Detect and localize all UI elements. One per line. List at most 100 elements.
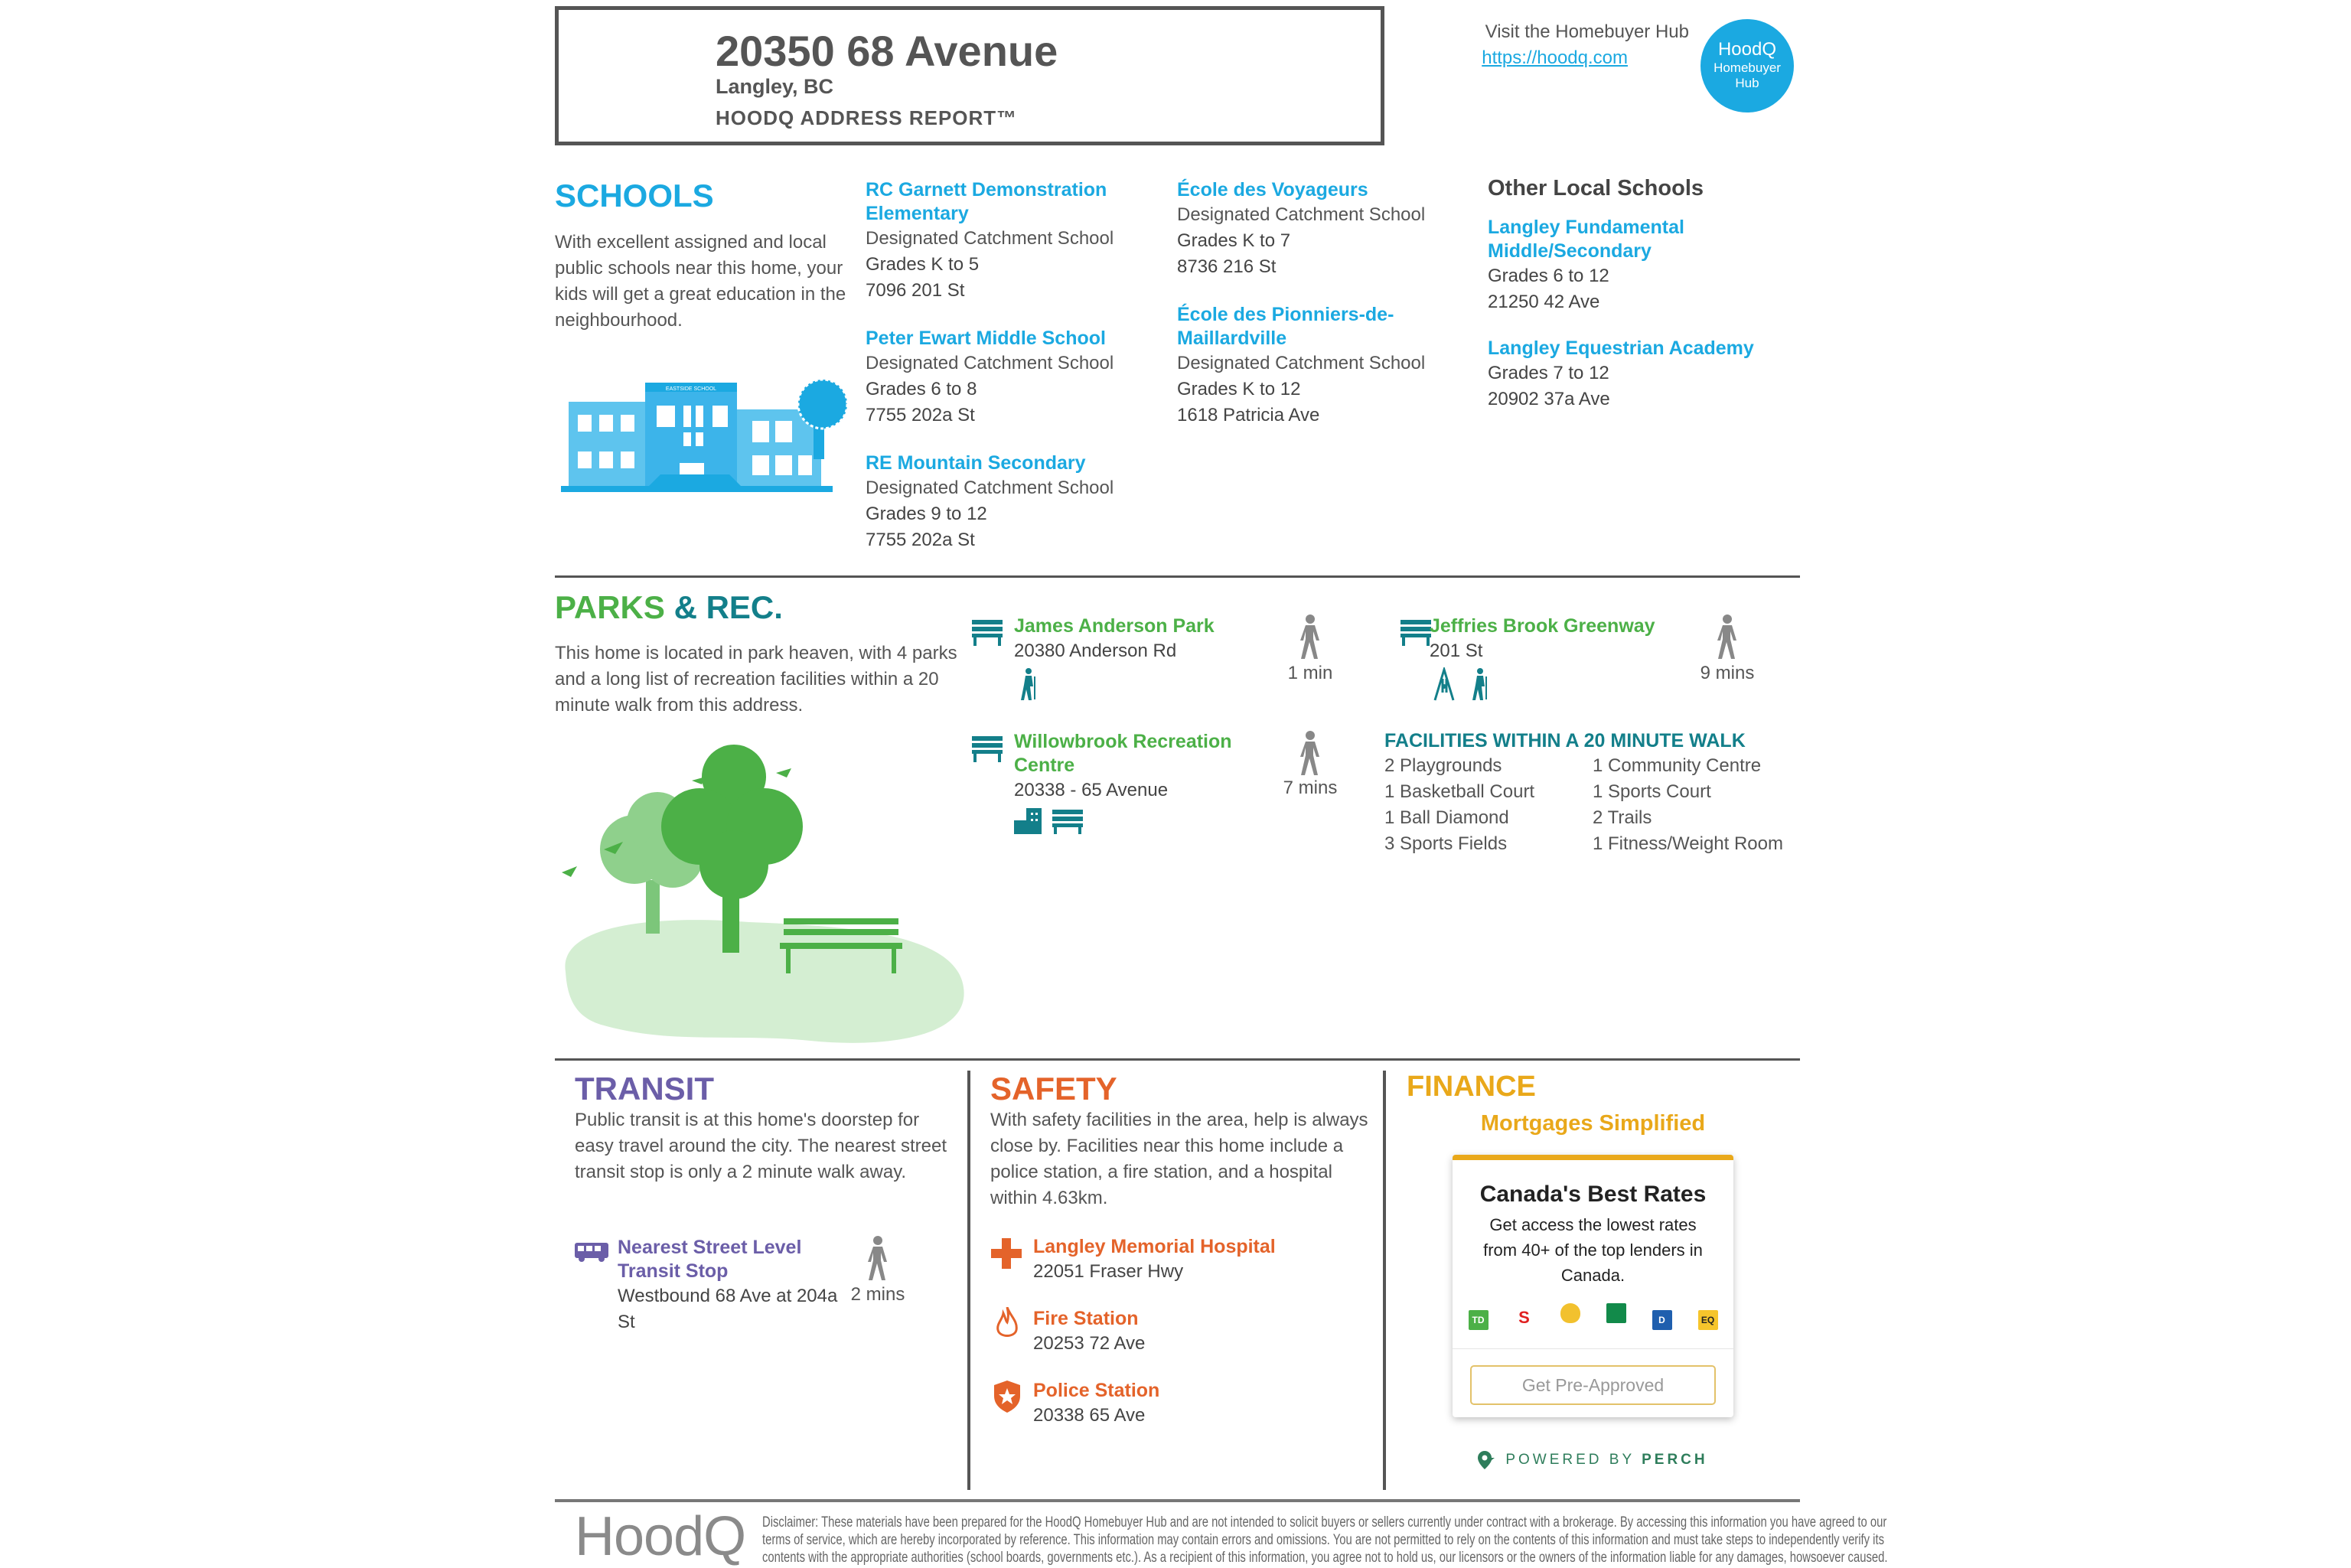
park-james-anderson[interactable]: James Anderson Park 20380 Anderson Rd [1014,614,1267,664]
column-divider [1383,1071,1386,1490]
footer-divider [555,1499,1800,1502]
park-address: 201 St [1430,641,1483,661]
school-rc-garnett[interactable]: RC Garnett Demonstration Elementary Desi… [866,178,1172,304]
eq-logo-icon: EQ [1697,1310,1718,1330]
swing-icon [1433,667,1455,701]
transit-stop-name[interactable]: Nearest Street Level Transit Stop [618,1237,802,1282]
hub-line: Homebuyer [1714,60,1781,75]
facility: 2 Trails [1593,807,1652,828]
parks-heading-a: PARKS [555,589,665,625]
walk-time: 7 mins [1283,777,1338,798]
facilities-col-1: 2 Playgrounds 1 Basketball Court 1 Ball … [1384,753,1534,857]
school-address: 21250 42 Ave [1488,292,1600,312]
school-name[interactable]: Langley Equestrian Academy [1488,337,1754,359]
school-grades: Grades K to 7 [1177,230,1291,251]
hiking-icon [1021,668,1035,700]
bench-icon [972,620,1003,646]
powered-by-label: POWERED BY [1505,1452,1635,1469]
card-divider [1453,1348,1733,1349]
school-grades: Grades 7 to 12 [1488,363,1609,383]
school-langley-fundamental[interactable]: Langley Fundamental Middle/Secondary Gra… [1488,216,1740,315]
facility: 1 Ball Diamond [1384,807,1509,828]
school-grades: Grades K to 5 [866,254,980,275]
disclaimer-line: Disclaimer: These materials have been pr… [762,1514,1887,1531]
safety-address: 20338 65 Ave [1033,1405,1146,1426]
hoodq-link[interactable]: https://hoodq.com [1482,47,1628,68]
transit-intro: Public transit is at this home's doorste… [575,1110,947,1182]
school-type: Designated Catchment School [866,228,1114,249]
school-peter-ewart[interactable]: Peter Ewart Middle School Designated Cat… [866,327,1172,429]
school-type: Designated Catchment School [1177,353,1426,373]
walking-icon [1300,731,1319,775]
disclaimer-line: terms of service, which are hereby incor… [762,1532,1885,1548]
powered-by-perch: POWERED BY PERCH [1453,1451,1733,1469]
school-name[interactable]: RE Mountain Secondary [866,452,1086,474]
transit-stop[interactable]: Nearest Street Level Transit Stop Westbo… [618,1236,840,1335]
school-address: 8736 216 St [1177,256,1277,277]
report-label: HOODQ ADDRESS REPORT™ [716,106,1018,129]
walking-icon [1717,614,1736,659]
facility: 1 Community Centre [1593,755,1762,776]
parks-intro: This home is located in park heaven, wit… [555,643,957,716]
school-ecole-voyageurs[interactable]: École des Voyageurs Designated Catchment… [1177,178,1483,280]
school-type: Designated Catchment School [1177,204,1426,225]
hexagon-logo-icon [1606,1303,1626,1323]
school-name[interactable]: École des Pionniers-de-Maillardville [1177,304,1394,349]
park-jeffries-brook[interactable]: Jeffries Brook Greenway 201 St [1430,614,1751,664]
finance-heading: FINANCE [1407,1071,1536,1103]
school-grades: Grades 6 to 8 [866,379,977,399]
homebuyer-hub-badge[interactable]: HoodQ Homebuyer Hub [1700,19,1794,112]
disclaimer: Disclaimer: These materials have been pr… [762,1514,1888,1566]
mortgage-card: Canada's Best Rates Get access the lowes… [1453,1155,1733,1417]
safety-hospital[interactable]: Langley Memorial Hospital 22051 Fraser H… [1033,1235,1276,1285]
safety-intro: With safety facilities in the area, help… [990,1110,1368,1208]
finance-subtitle: Mortgages Simplified [1480,1111,1706,1136]
facility: 2 Playgrounds [1384,755,1502,776]
parks-heading-b: & REC. [673,589,783,625]
safety-police[interactable]: Police Station 20338 65 Ave [1033,1379,1159,1429]
school-address: 7755 202a St [866,405,975,425]
safety-fire[interactable]: Fire Station 20253 72 Ave [1033,1307,1145,1357]
facility: 1 Sports Court [1593,781,1711,802]
get-pre-approved-button[interactable]: Get Pre-Approved [1470,1365,1716,1405]
school-grades: Grades 6 to 12 [1488,266,1609,286]
park-name[interactable]: Jeffries Brook Greenway [1430,615,1655,637]
hub-line: HoodQ [1717,39,1777,60]
school-name[interactable]: RC Garnett Demonstration Elementary [866,179,1107,224]
perch-brand: PERCH [1642,1452,1708,1469]
school-re-mountain[interactable]: RE Mountain Secondary Designated Catchme… [866,451,1172,553]
park-name[interactable]: Willowbrook Recreation Centre [1014,731,1232,776]
safety-name[interactable]: Police Station [1033,1380,1160,1401]
column-divider [967,1071,970,1490]
td-logo-icon: TD [1468,1310,1489,1330]
walk-time: 9 mins [1700,663,1755,683]
disclaimer-line: contents with the appropriate authoritie… [762,1550,1888,1566]
safety-name[interactable]: Fire Station [1033,1308,1139,1329]
facility: 1 Basketball Court [1384,781,1535,802]
facility: 1 Fitness/Weight Room [1593,833,1783,854]
park-name[interactable]: James Anderson Park [1014,615,1215,637]
safety-heading: SAFETY [990,1071,1117,1107]
transit-heading: TRANSIT [575,1071,714,1107]
school-sign: EASTSIDE SCHOOL [666,386,716,392]
walking-icon [1300,614,1319,659]
card-body: Get access the lowest rates from 40+ of … [1483,1215,1703,1285]
school-name[interactable]: Peter Ewart Middle School [866,328,1106,349]
walking-icon [868,1236,887,1280]
walk-time: 2 mins [850,1284,905,1305]
park-willowbrook[interactable]: Willowbrook Recreation Centre 20338 - 65… [1014,730,1267,804]
hospital-cross-icon [991,1238,1022,1269]
school-address: 1618 Patricia Ave [1177,405,1320,425]
school-name[interactable]: Langley Fundamental Middle/Secondary [1488,217,1684,262]
police-badge-icon [994,1381,1020,1413]
school-grades: Grades 9 to 12 [866,504,987,524]
facilities-heading: FACILITIES WITHIN A 20 MINUTE WALK [1384,730,1746,751]
school-ecole-pionniers[interactable]: École des Pionniers-de-Maillardville Des… [1177,303,1430,429]
schools-heading: SCHOOLS [555,178,714,214]
building-icon [1014,808,1042,834]
bus-icon [575,1243,608,1262]
safety-name[interactable]: Langley Memorial Hospital [1033,1236,1276,1257]
schools-intro: With excellent assigned and local public… [555,232,846,331]
school-name[interactable]: École des Voyageurs [1177,179,1368,200]
school-langley-equestrian[interactable]: Langley Equestrian Academy Grades 7 to 1… [1488,337,1809,412]
